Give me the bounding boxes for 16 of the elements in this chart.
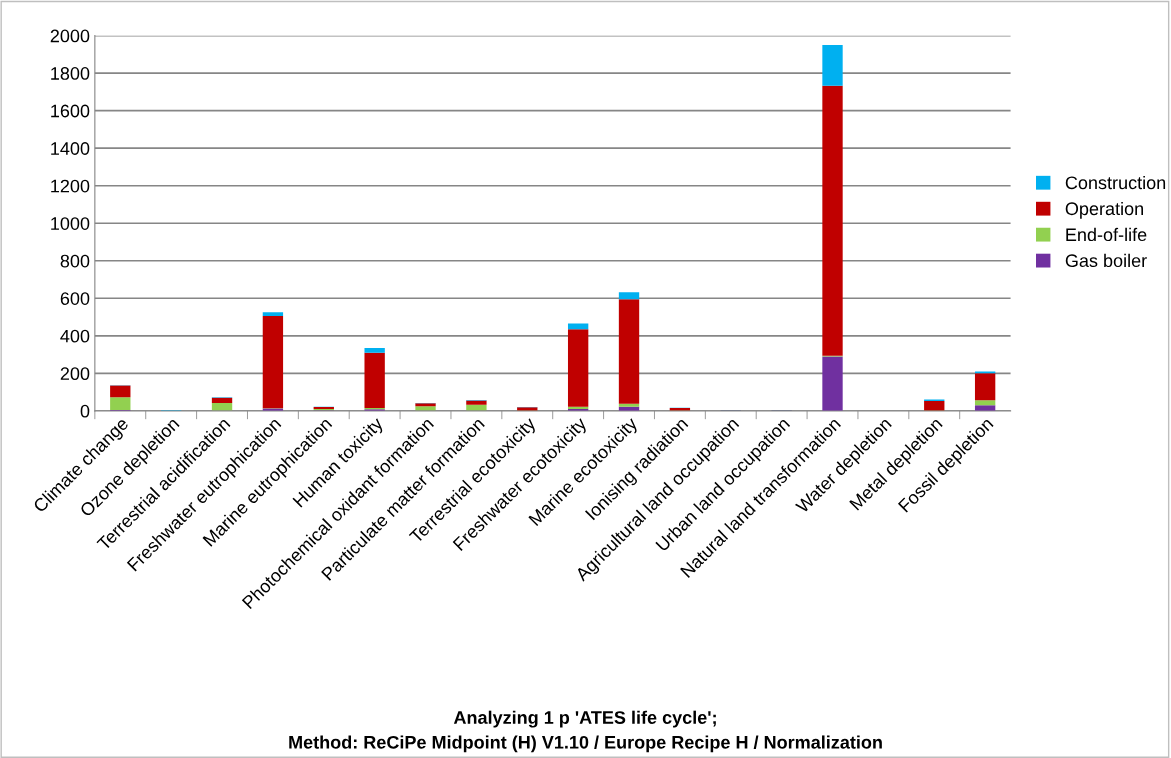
- legend-label: Operation: [1065, 201, 1143, 219]
- legend-label: End-of-life: [1066, 227, 1147, 242]
- y-tick-label: 0: [80, 404, 90, 418]
- y-tick-label: 400: [60, 329, 90, 343]
- y-tick-label: 800: [60, 254, 90, 268]
- y-tick-label: 1600: [51, 104, 90, 118]
- y-tick-label: 1000: [51, 217, 90, 230]
- text: Analyzing 1 p 'ATES life cycle'; Method: ReCiPe Midpoint (H) V1.10 / Europe Recipe H / Normalization: [289, 710, 882, 753]
- y-tick-label: 600: [60, 292, 90, 305]
- y-tick-label: 200: [60, 367, 90, 381]
- y-tick-label: 1200: [51, 179, 90, 193]
- y-tick-label: 2000: [50, 29, 90, 43]
- y-tick-label: 1800: [51, 67, 90, 80]
- legend-label: Construction: [1065, 175, 1166, 190]
- y-tick-label: 1400: [51, 142, 90, 155]
- legend-label: Gas boiler: [1065, 253, 1147, 268]
